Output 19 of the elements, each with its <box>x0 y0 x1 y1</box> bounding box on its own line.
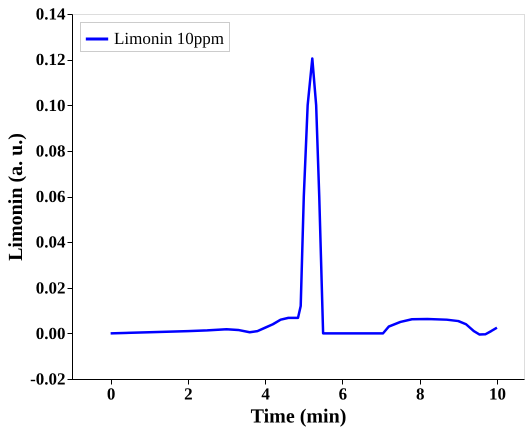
legend-label: Limonin 10ppm <box>114 29 224 48</box>
y-tick-label: 0.14 <box>36 4 66 24</box>
y-tick-label: 0.06 <box>36 187 66 206</box>
x-tick-label: 4 <box>261 384 270 404</box>
line-series <box>109 57 498 336</box>
x-tick-label: 10 <box>488 384 506 404</box>
x-tick-label: 8 <box>416 384 424 404</box>
y-tick-label: 0.08 <box>36 141 66 160</box>
y-tick-label: 0.00 <box>36 324 66 343</box>
x-tick-label: 0 <box>106 384 116 404</box>
y-tick-label: 0.12 <box>36 50 66 70</box>
y-tick-label: 0.02 <box>36 278 66 298</box>
y-axis-title: Limonin (a. u.) <box>5 133 28 261</box>
x-tick-label: 6 <box>338 384 348 404</box>
x-axis-title: Time (min) <box>250 406 346 428</box>
y-tick-label: -0.02 <box>30 370 66 388</box>
x-tick-label: 2 <box>184 384 193 404</box>
y-tick-label: 0.10 <box>36 96 66 115</box>
y-tick-label: 0.04 <box>36 232 66 252</box>
